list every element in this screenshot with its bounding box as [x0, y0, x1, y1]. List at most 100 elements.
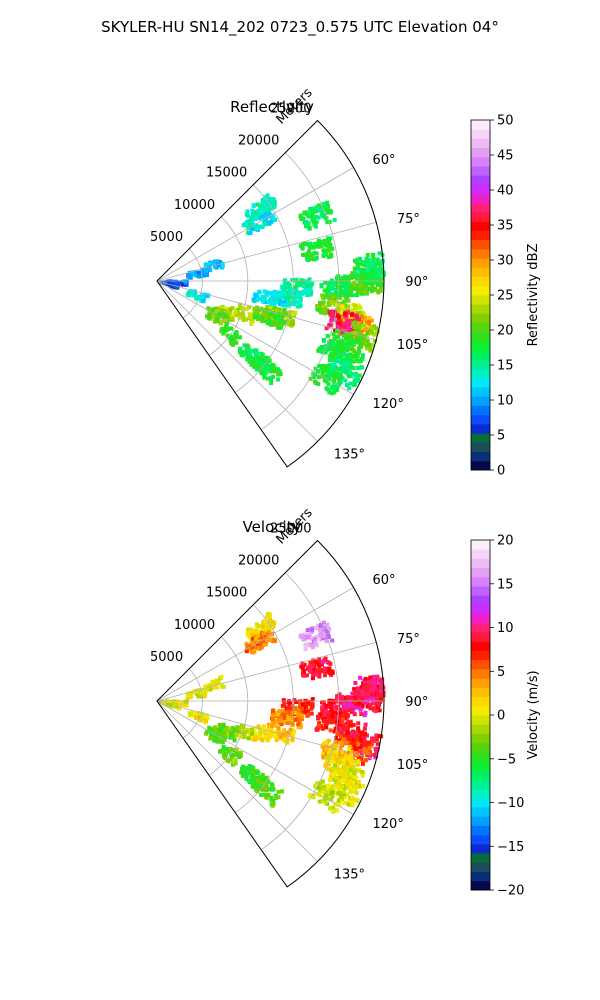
reflectivity-echo-gate	[304, 219, 309, 224]
colorbar-segment	[471, 650, 490, 661]
reflectivity-echo-gate	[352, 378, 357, 383]
velocity-echo-gate	[338, 768, 343, 772]
velocity-echo-gate	[220, 684, 225, 689]
velocity-echo-gate	[298, 701, 303, 706]
reflectivity-echo-gate	[330, 312, 335, 317]
velocity-echo-gate	[349, 775, 354, 780]
velocity-echo-gate	[282, 728, 287, 733]
reflectivity-echo-gate	[191, 293, 195, 298]
colorbar-segment	[471, 540, 490, 550]
velocity-echo-gate	[338, 738, 342, 743]
radial-tick-label: 25000	[270, 102, 311, 117]
reflectivity-echo-gate	[233, 334, 238, 339]
velocity-echo-gate	[312, 636, 317, 641]
velocity-echo-gate	[314, 727, 319, 732]
reflectivity-echo-gate	[202, 292, 207, 297]
velocity-echo-gate	[277, 709, 282, 714]
reflectivity-echo-gate	[241, 315, 246, 319]
reflectivity-echo-gate	[305, 253, 310, 258]
reflectivity-echo-gate	[329, 253, 334, 258]
reflectivity-echo-gate	[339, 315, 344, 320]
reflectivity-echo-gate	[285, 315, 290, 320]
velocity-echo-gate	[228, 746, 233, 751]
reflectivity-echo-gate	[224, 309, 229, 314]
velocity-echo-gate	[262, 724, 266, 729]
velocity-echo-gate	[346, 760, 351, 765]
colorbar-segment	[471, 405, 490, 416]
azimuth-spoke	[156, 700, 377, 761]
sector-frame	[156, 119, 385, 468]
reflectivity-echo-cell	[298, 200, 337, 231]
velocity-echo-gate	[261, 624, 266, 629]
colorbar-tick-label: 25	[497, 289, 514, 304]
velocity-echo-gate	[258, 624, 263, 629]
velocity-echo-gate	[349, 750, 354, 755]
reflectivity-echo-gate	[366, 261, 371, 266]
reflectivity-echo-gate	[363, 270, 368, 275]
velocity-echo-gate	[338, 755, 343, 760]
reflectivity-echo-gate	[326, 373, 331, 378]
velocity-echo-gate	[320, 726, 325, 731]
velocity-echo-gate	[318, 714, 323, 719]
reflectivity-echo-gate	[348, 274, 353, 279]
velocity-echo-gate	[276, 729, 281, 734]
velocity-echo-gate	[249, 767, 254, 772]
velocity-echo-gate	[215, 734, 220, 739]
velocity-echo-gate	[340, 695, 345, 699]
reflectivity-echo-gate	[304, 287, 309, 292]
reflectivity-echo-gate	[364, 326, 369, 331]
reflectivity-echo-gate	[350, 366, 355, 370]
velocity-echo-gate	[353, 689, 357, 694]
colorbar-segment	[471, 184, 490, 195]
velocity-echo-gate	[266, 779, 271, 784]
reflectivity-echo-gate	[360, 341, 365, 346]
velocity-echo-gate	[368, 702, 372, 707]
colorbar-segment	[471, 276, 490, 287]
velocity-echo-gate	[342, 787, 347, 792]
reflectivity-echo-gate	[353, 318, 358, 323]
colorbar-segment	[471, 387, 490, 397]
reflectivity-echo-gate	[262, 375, 267, 380]
reflectivity-echo-gate	[340, 304, 345, 309]
velocity-echo-gate	[315, 781, 320, 786]
reflectivity-echo-gate	[201, 272, 205, 277]
velocity-echo-gate	[340, 717, 345, 722]
velocity-echo-gate	[256, 624, 261, 629]
range-ring	[182, 668, 203, 739]
reflectivity-echo-gate	[353, 359, 358, 364]
reflectivity-echo-gate	[329, 300, 334, 305]
reflectivity-echo-gate	[294, 289, 299, 294]
velocity-echo-gate	[372, 753, 377, 757]
reflectivity-echo-gate	[339, 348, 344, 353]
reflectivity-echo-gate	[312, 375, 317, 379]
reflectivity-echo-gate	[330, 357, 335, 362]
reflectivity-echo-gate	[342, 325, 347, 330]
reflectivity-echo-gate	[244, 306, 249, 311]
reflectivity-echo-gate	[332, 297, 337, 302]
velocity-echo-gate	[359, 688, 364, 693]
velocity-echo-gate	[270, 803, 275, 808]
reflectivity-echo-gate	[327, 209, 331, 213]
reflectivity-echo-gate	[351, 341, 356, 346]
reflectivity-echo-gate	[357, 373, 362, 378]
reflectivity-echo-gate	[230, 342, 235, 347]
colorbar-segment	[471, 659, 490, 670]
reflectivity-echo-gate	[338, 289, 343, 294]
velocity-echo-gate	[257, 782, 262, 787]
velocity-echo-gate	[365, 704, 370, 709]
velocity-echo-gate	[353, 746, 358, 751]
reflectivity-echo-gate	[370, 279, 375, 284]
velocity-echo-gate	[342, 789, 347, 794]
reflectivity-echo-gate	[321, 369, 326, 374]
reflectivity-echo-gate	[328, 353, 333, 357]
radial-tick-label: 15000	[206, 166, 247, 181]
reflectivity-echo-gate	[202, 296, 207, 301]
reflectivity-echo-gate	[251, 204, 256, 209]
velocity-echo-gate	[224, 752, 229, 756]
colorbar-segment	[471, 613, 490, 624]
velocity-echo-gate	[282, 713, 287, 717]
reflectivity-echo-gate	[330, 385, 334, 390]
velocity-echo-gate	[264, 638, 269, 643]
reflectivity-echo-gate	[316, 381, 321, 386]
velocity-echo-gate	[222, 736, 227, 741]
